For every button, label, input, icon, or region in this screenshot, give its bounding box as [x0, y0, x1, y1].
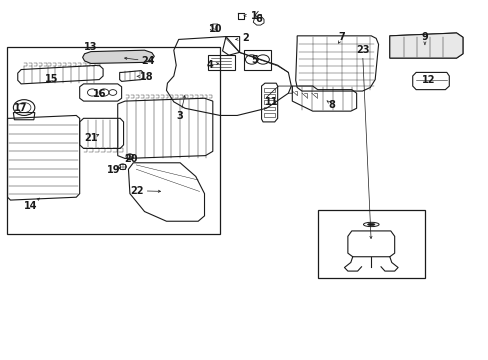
Text: 20: 20: [124, 154, 138, 164]
Text: 5: 5: [250, 55, 257, 65]
Text: 13: 13: [84, 42, 98, 51]
Text: 4: 4: [206, 60, 213, 70]
Text: 8: 8: [328, 100, 335, 110]
Bar: [6, 47, 220, 234]
Text: 10: 10: [208, 24, 222, 34]
Bar: [263, 94, 275, 98]
Bar: [263, 88, 275, 92]
Text: 2: 2: [242, 33, 249, 43]
Text: 19: 19: [107, 165, 121, 175]
Text: 6: 6: [255, 14, 262, 24]
Text: 16: 16: [92, 89, 106, 99]
Text: 12: 12: [421, 75, 435, 85]
Text: 21: 21: [84, 133, 98, 143]
Text: 22: 22: [130, 186, 143, 196]
Text: 9: 9: [421, 32, 427, 41]
Text: 3: 3: [176, 111, 183, 121]
Text: 17: 17: [14, 103, 28, 113]
Text: 14: 14: [24, 201, 38, 211]
Bar: [263, 107, 275, 111]
Text: 15: 15: [45, 74, 59, 84]
Bar: [317, 210, 424, 278]
Text: 23: 23: [355, 45, 368, 55]
Ellipse shape: [367, 224, 374, 226]
Bar: [263, 100, 275, 104]
Text: 7: 7: [338, 32, 345, 42]
Text: 24: 24: [141, 56, 154, 66]
Text: 11: 11: [264, 97, 278, 107]
Bar: [263, 113, 275, 117]
Text: 1: 1: [250, 12, 257, 22]
Polygon shape: [389, 33, 462, 58]
Text: 18: 18: [140, 72, 153, 82]
Polygon shape: [82, 50, 154, 63]
